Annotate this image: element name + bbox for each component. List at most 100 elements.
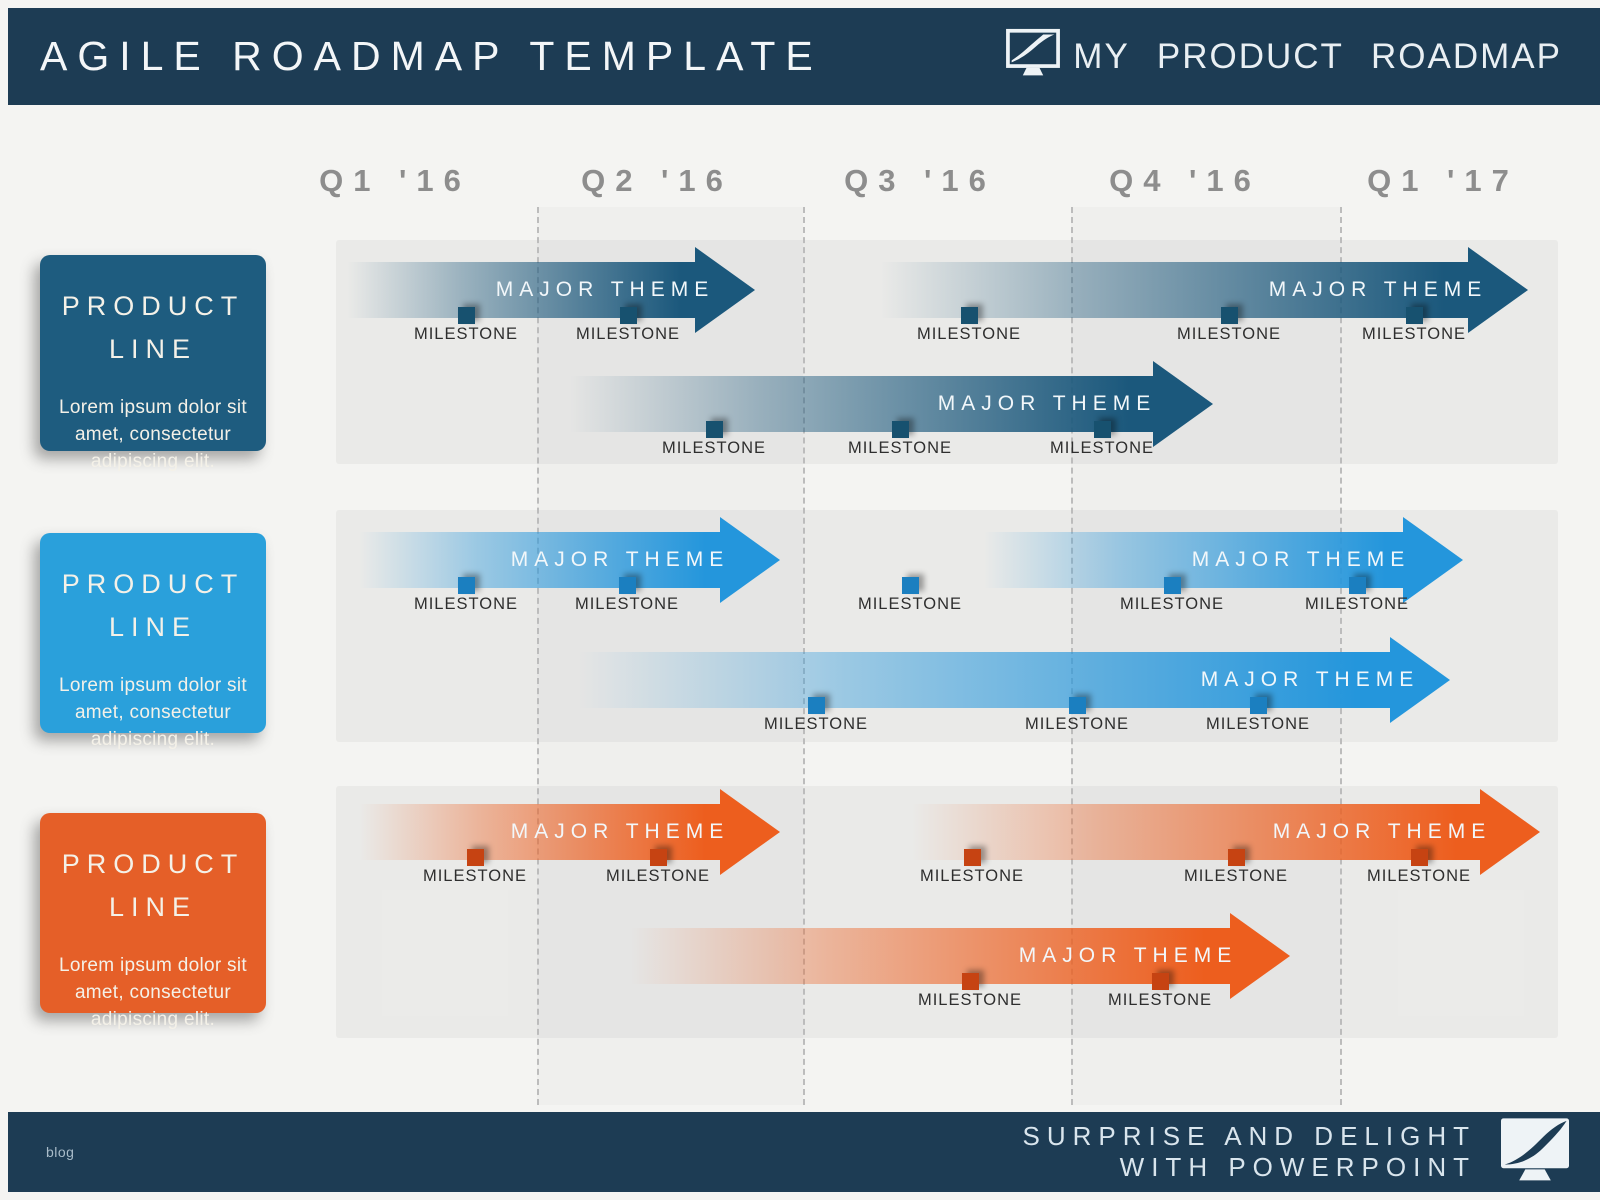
- milestone-marker: [1228, 849, 1245, 866]
- arrow-head-icon: [1153, 361, 1213, 447]
- milestone-label: MILESTONE: [574, 595, 680, 613]
- timeline-quarter-label: Q1 '16: [319, 163, 471, 198]
- footer-bar: blog SURPRISE AND DELIGHT WITH POWERPOIN…: [8, 1112, 1600, 1192]
- product-line-title: PRODUCT LINE: [61, 291, 245, 365]
- arrow-body: [352, 532, 720, 588]
- product-line-card: PRODUCT LINE Lorem ipsum dolor sit amet, …: [40, 255, 266, 472]
- product-line-description: Lorem ipsum dolor sit amet, consectetur …: [59, 675, 247, 750]
- major-theme-label: MAJOR THEME: [1018, 944, 1238, 967]
- major-theme-label: MAJOR THEME: [1272, 820, 1492, 843]
- quarter-divider-line: [537, 207, 539, 1105]
- milestone-label: MILESTONE: [1366, 867, 1472, 885]
- arrow-head-icon: [720, 517, 780, 603]
- header-bar: AGILE ROADMAP TEMPLATE MY PRODUCT ROADMA…: [8, 8, 1600, 105]
- major-theme-arrow: MAJOR THEME: [618, 913, 1290, 999]
- milestone-label: MILESTONE: [1049, 439, 1155, 457]
- milestone-label: MILESTONE: [1361, 325, 1467, 343]
- brand-title: MY PRODUCT ROADMAP: [1073, 36, 1562, 76]
- brand: MY PRODUCT ROADMAP: [1005, 28, 1562, 85]
- milestone-marker: [1164, 577, 1181, 594]
- arrow-head-icon: [1403, 517, 1463, 603]
- timeline-quarter-label: Q3 '16: [844, 163, 996, 198]
- arrow-body: [975, 532, 1403, 588]
- major-theme-arrow: MAJOR THEME: [900, 789, 1540, 875]
- milestone-marker: [650, 849, 667, 866]
- product-line-title: PRODUCT LINE: [61, 849, 245, 923]
- arrow-head-icon: [695, 247, 755, 333]
- product-line-card: PRODUCT LINE Lorem ipsum dolor sit amet, …: [40, 813, 266, 1030]
- milestone-label: MILESTONE: [1107, 991, 1213, 1009]
- milestone-label: MILESTONE: [605, 867, 711, 885]
- milestone-marker: [962, 973, 979, 990]
- footer-tagline-line2: WITH POWERPOINT: [1119, 1152, 1476, 1182]
- major-theme-label: MAJOR THEME: [510, 820, 730, 843]
- major-theme-arrow: MAJOR THEME: [868, 247, 1528, 333]
- major-theme-arrow: MAJOR THEME: [340, 247, 755, 333]
- arrow-head-icon: [1480, 789, 1540, 875]
- milestone-label: MILESTONE: [763, 715, 869, 733]
- arrow-body: [618, 928, 1230, 984]
- milestone-marker: [902, 577, 919, 594]
- page-title: AGILE ROADMAP TEMPLATE: [40, 33, 823, 79]
- milestone-marker: [808, 697, 825, 714]
- footer-tagline: SURPRISE AND DELIGHT WITH POWERPOINT: [1022, 1121, 1476, 1183]
- major-theme-arrow: MAJOR THEME: [975, 517, 1463, 603]
- arrow-head-icon: [1468, 247, 1528, 333]
- milestone-marker: [458, 307, 475, 324]
- product-line-description: Lorem ipsum dolor sit amet, consectetur …: [59, 955, 247, 1030]
- milestone-marker: [964, 849, 981, 866]
- milestone-marker: [1221, 307, 1238, 324]
- milestone-label: MILESTONE: [1176, 325, 1282, 343]
- major-theme-label: MAJOR THEME: [510, 548, 730, 571]
- timeline-quarter-label: Q1 '17: [1367, 163, 1519, 198]
- arrow-head-icon: [1390, 637, 1450, 723]
- milestone-label: MILESTONE: [1024, 715, 1130, 733]
- milestone-label: MILESTONE: [916, 325, 1022, 343]
- milestone-label: MILESTONE: [1304, 595, 1410, 613]
- major-theme-arrow: MAJOR THEME: [352, 517, 780, 603]
- milestone-label: MILESTONE: [575, 325, 681, 343]
- milestone-label: MILESTONE: [413, 325, 519, 343]
- milestone-marker: [1406, 307, 1423, 324]
- milestone-label: MILESTONE: [413, 595, 519, 613]
- major-theme-arrow: MAJOR THEME: [558, 361, 1213, 447]
- timeline-quarter-label: Q2 '16: [581, 163, 733, 198]
- milestone-label: MILESTONE: [1119, 595, 1225, 613]
- milestone-marker: [1152, 973, 1169, 990]
- milestone-marker: [458, 577, 475, 594]
- milestone-label: MILESTONE: [661, 439, 767, 457]
- watermark-blog: blog: [46, 1144, 75, 1160]
- milestone-marker: [1094, 421, 1111, 438]
- milestone-marker: [619, 577, 636, 594]
- major-theme-label: MAJOR THEME: [1268, 278, 1488, 301]
- milestone-label: MILESTONE: [422, 867, 528, 885]
- milestone-label: MILESTONE: [919, 867, 1025, 885]
- major-theme-arrow: MAJOR THEME: [562, 637, 1450, 723]
- milestone-marker: [620, 307, 637, 324]
- monitor-road-icon: [1498, 1116, 1572, 1189]
- milestone-marker: [1069, 697, 1086, 714]
- major-theme-label: MAJOR THEME: [1200, 668, 1420, 691]
- arrow-head-icon: [720, 789, 780, 875]
- arrow-body: [558, 376, 1153, 432]
- arrow-head-icon: [1230, 913, 1290, 999]
- arrow-body: [900, 804, 1480, 860]
- milestone-label: MILESTONE: [847, 439, 953, 457]
- timeline-quarter-label: Q4 '16: [1109, 163, 1261, 198]
- product-line-card: PRODUCT LINE Lorem ipsum dolor sit amet, …: [40, 533, 266, 750]
- milestone-marker: [1250, 697, 1267, 714]
- product-line-description: Lorem ipsum dolor sit amet, consectetur …: [59, 397, 247, 472]
- footer-tagline-line1: SURPRISE AND DELIGHT: [1022, 1121, 1476, 1151]
- milestone-marker: [961, 307, 978, 324]
- milestone-marker: [1411, 849, 1428, 866]
- milestone-label: MILESTONE: [917, 991, 1023, 1009]
- major-theme-label: MAJOR THEME: [937, 392, 1157, 415]
- major-theme-arrow: MAJOR THEME: [352, 789, 780, 875]
- product-line-title: PRODUCT LINE: [61, 569, 245, 643]
- milestone-label: MILESTONE: [857, 595, 963, 613]
- milestone-label: MILESTONE: [1205, 715, 1311, 733]
- milestone-marker: [467, 849, 484, 866]
- milestone-marker: [1349, 577, 1366, 594]
- milestone-marker: [706, 421, 723, 438]
